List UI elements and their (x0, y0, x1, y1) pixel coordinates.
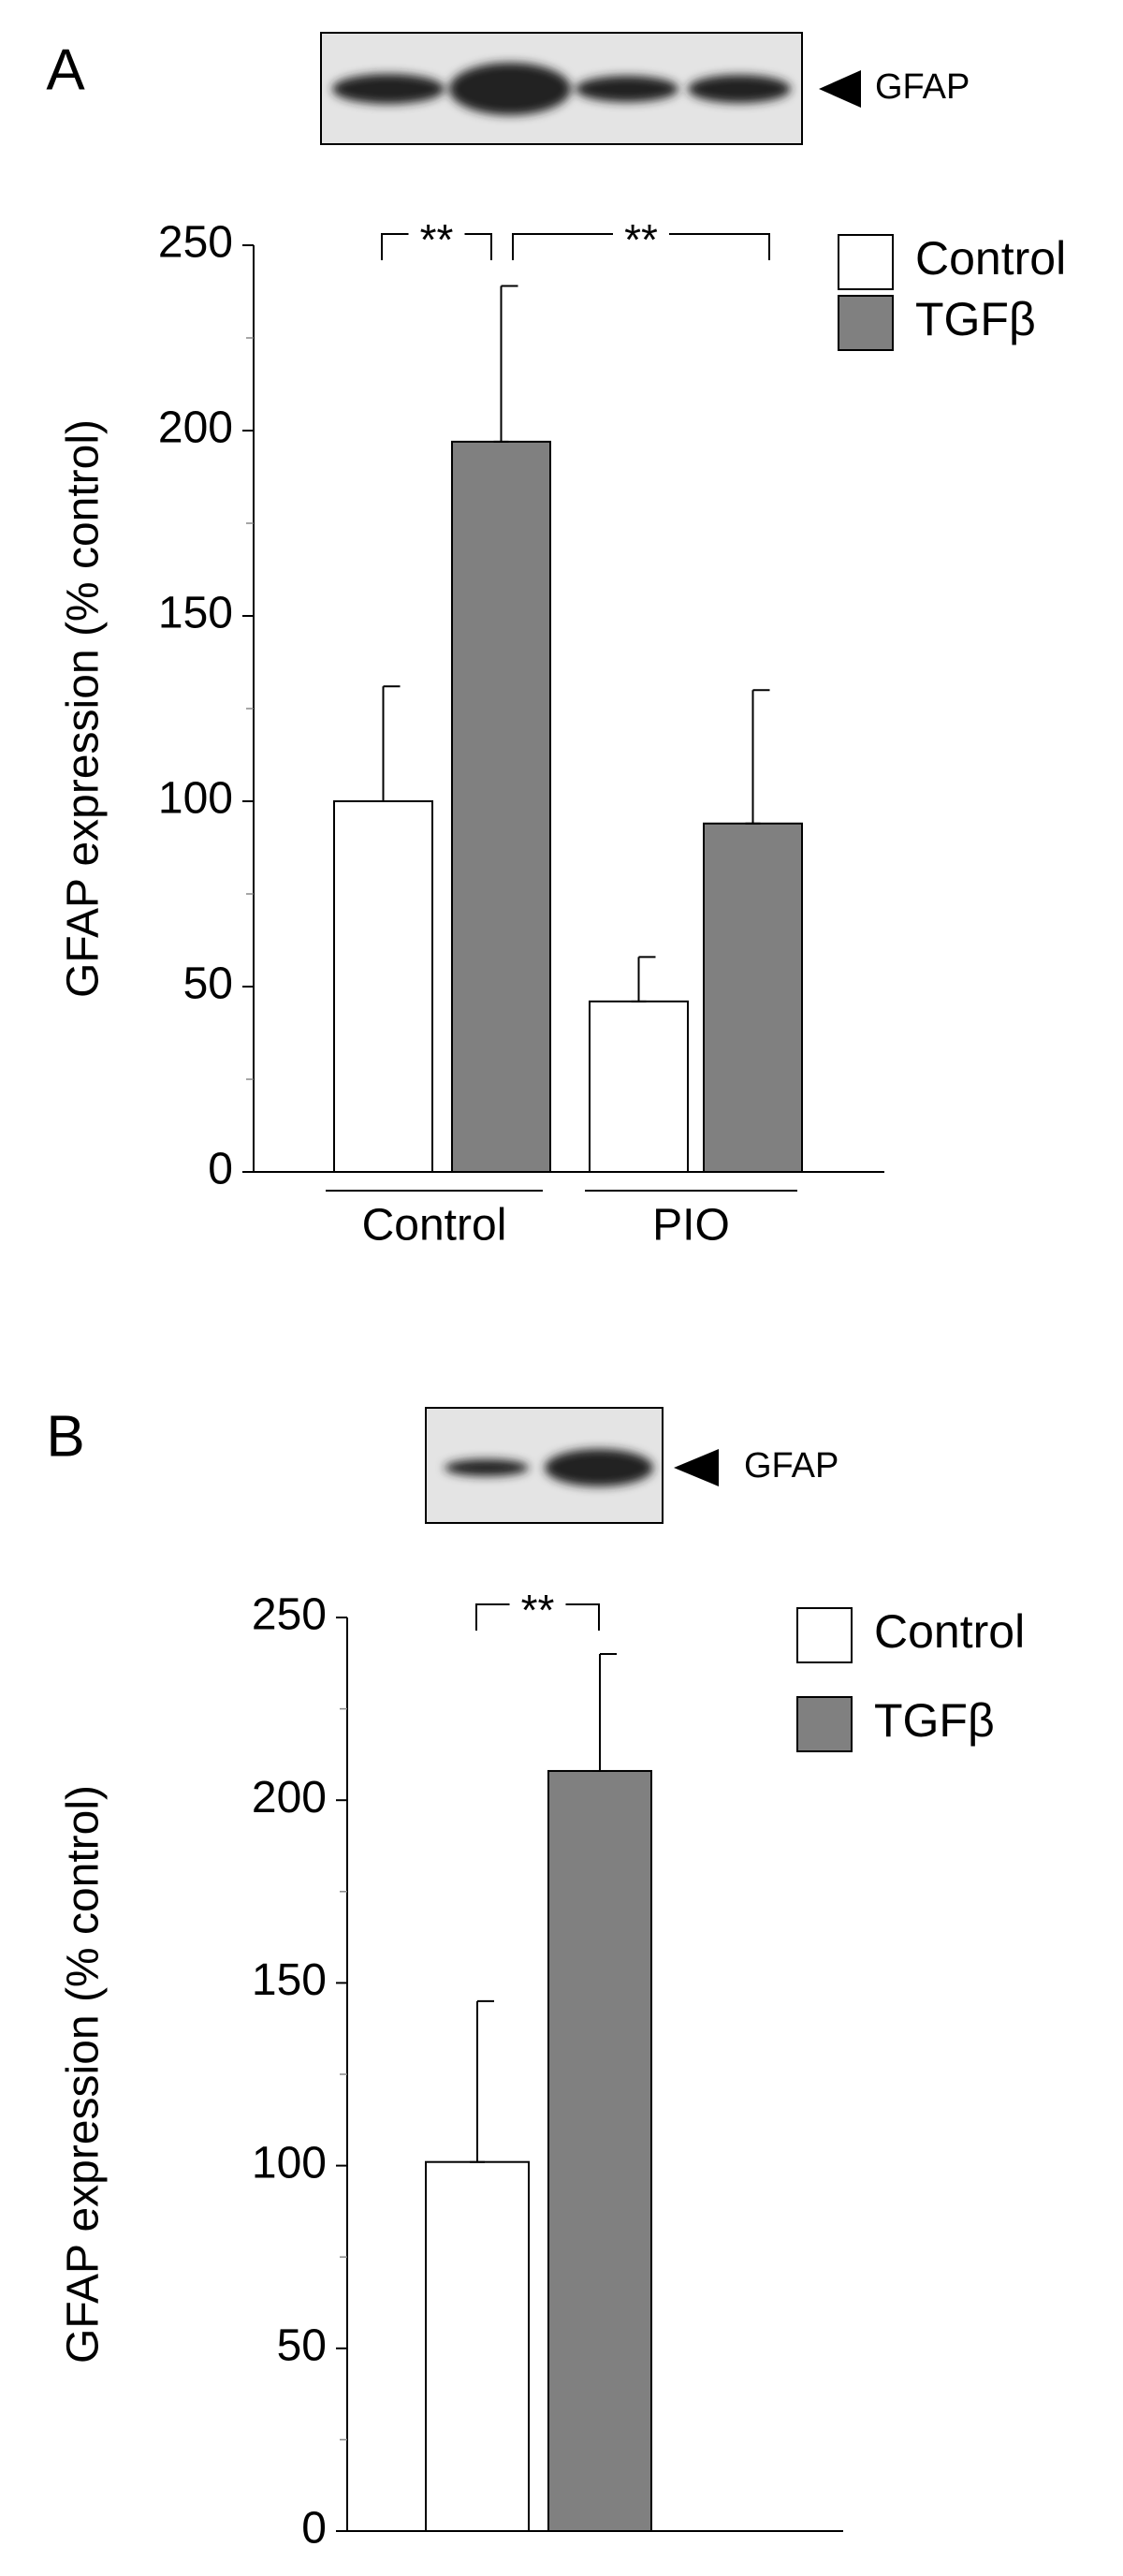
y-tick-label: 250 (158, 218, 233, 268)
error-bar (745, 689, 770, 825)
blot-label: GFAP (744, 1446, 839, 1486)
legend-swatch (796, 1696, 853, 1752)
significance-label: ** (624, 215, 658, 264)
western-blot (320, 32, 861, 145)
blot-label: GFAP (875, 67, 970, 107)
y-tick-label: 0 (208, 1145, 233, 1194)
y-tick-label: 150 (158, 589, 233, 638)
legend-swatch (838, 295, 894, 351)
significance-bracket (381, 233, 492, 260)
y-tick-label: 150 (252, 1955, 327, 2005)
error-bar (375, 685, 401, 802)
y-tick-label: 50 (277, 2320, 327, 2370)
error-bar (470, 1999, 494, 2163)
y-axis-label: GFAP expression (% control) (59, 419, 109, 998)
y-tick-label: 100 (252, 2138, 327, 2188)
significance-label: ** (521, 1586, 555, 1634)
y-tick-label: 100 (158, 774, 233, 824)
x-tick-label: PIO (652, 1201, 730, 1251)
legend-label: TGFβ (915, 293, 1036, 345)
y-tick-label: 200 (158, 403, 233, 453)
legend-swatch (796, 1607, 853, 1663)
y-axis-label: GFAP expression (% control) (59, 1785, 109, 2364)
western-blot (425, 1407, 719, 1524)
y-tick-label: 250 (252, 1590, 327, 1640)
x-tick-label: Control (362, 1201, 507, 1251)
legend-label: Control (915, 232, 1066, 285)
y-tick-label: 50 (183, 959, 233, 1009)
panel-label: B (46, 1404, 84, 1469)
error-bar (631, 956, 656, 1003)
legend-label: Control (874, 1605, 1025, 1658)
significance-bracket (475, 1603, 600, 1631)
bar (425, 2160, 530, 2533)
legend-label: TGFβ (874, 1694, 995, 1747)
significance-bracket (512, 233, 770, 260)
error-bar (592, 1653, 617, 1772)
panel-label: A (46, 37, 85, 102)
bar (333, 800, 433, 1173)
error-bar (493, 285, 518, 443)
y-tick-label: 200 (252, 1773, 327, 1822)
bar (589, 1000, 689, 1173)
legend-swatch (838, 234, 894, 290)
bar (703, 822, 803, 1173)
bar (547, 1769, 652, 2532)
significance-label: ** (420, 215, 454, 264)
y-tick-label: 0 (301, 2504, 327, 2554)
bar (451, 440, 551, 1173)
